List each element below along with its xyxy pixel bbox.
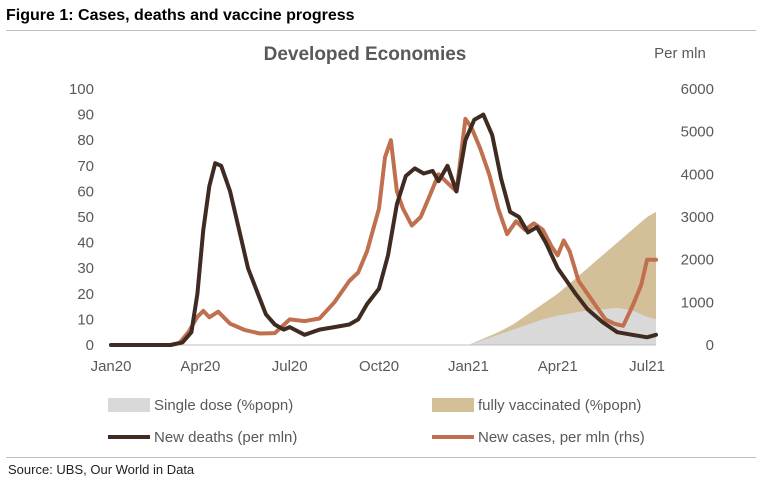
legend-label: New cases, per mln (rhs) — [478, 429, 645, 446]
legend: Single dose (%popn) fully vaccinated (%po… — [108, 397, 645, 446]
left-axis: 0 10 20 30 40 50 60 70 80 90 100 — [69, 81, 94, 354]
right-tick-label: 0 — [706, 337, 714, 354]
right-tick-label: 2000 — [681, 252, 714, 269]
x-tick-label: Oct20 — [359, 358, 399, 375]
right-tick-label: 1000 — [681, 294, 714, 311]
left-tick-label: 70 — [77, 158, 94, 175]
x-tick-label: Jul21 — [629, 358, 665, 375]
right-axis: 0 1000 2000 3000 4000 5000 6000 — [681, 81, 714, 354]
right-tick-label: 3000 — [681, 209, 714, 226]
legend-label: fully vaccinated (%popn) — [478, 397, 641, 414]
bottom-divider — [6, 457, 756, 458]
left-tick-label: 20 — [77, 286, 94, 303]
new-cases-line — [109, 116, 658, 347]
left-tick-label: 100 — [69, 81, 94, 98]
x-tick-label: Jul20 — [272, 358, 308, 375]
x-tick-label: Apr21 — [538, 358, 578, 375]
right-tick-label: 4000 — [681, 166, 714, 183]
legend-label: Single dose (%popn) — [154, 397, 293, 414]
right-tick-label: 5000 — [681, 124, 714, 141]
x-tick-label: Jan20 — [91, 358, 132, 375]
x-tick-label: Apr20 — [180, 358, 220, 375]
x-axis: Jan20 Apr20 Jul20 Oct20 Jan21 Apr21 Jul21 — [91, 358, 665, 375]
legend-label: New deaths (per mln) — [154, 429, 297, 446]
new-deaths-line — [109, 112, 658, 347]
x-tick-label: Jan21 — [448, 358, 489, 375]
top-divider — [6, 30, 756, 31]
legend-swatch — [432, 398, 474, 412]
area-series — [468, 211, 656, 345]
left-tick-label: 30 — [77, 260, 94, 277]
left-tick-label: 0 — [86, 337, 94, 354]
left-tick-label: 60 — [77, 183, 94, 200]
single-dose-area — [468, 307, 656, 345]
right-tick-label: 6000 — [681, 81, 714, 98]
left-tick-label: 10 — [77, 311, 94, 328]
line-series — [109, 112, 658, 347]
figure-title: Figure 1: Cases, deaths and vaccine prog… — [6, 7, 355, 24]
source-note: Source: UBS, Our World in Data — [8, 462, 195, 477]
left-tick-label: 40 — [77, 235, 94, 252]
left-tick-label: 50 — [77, 209, 94, 226]
chart-title: Developed Economies — [264, 44, 467, 65]
left-tick-label: 90 — [77, 107, 94, 124]
right-axis-unit: Per mln — [654, 45, 706, 62]
left-tick-label: 80 — [77, 132, 94, 149]
legend-swatch — [108, 398, 150, 412]
